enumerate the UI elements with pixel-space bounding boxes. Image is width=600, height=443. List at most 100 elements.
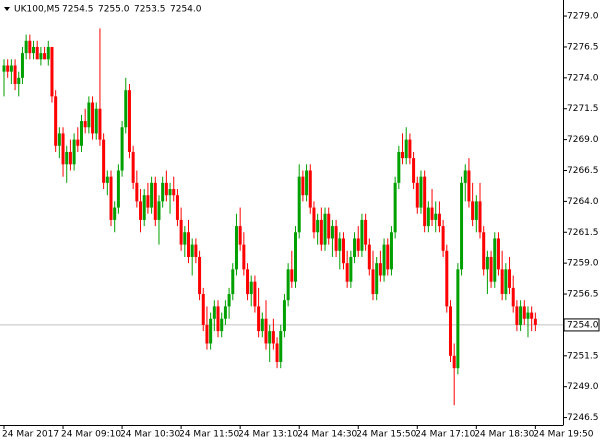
x-tick-label: 24 Mar 10:30 (120, 430, 180, 440)
header-value: 7254.0 (170, 5, 202, 15)
candle-body (482, 232, 486, 270)
x-tick-label: 24 Mar 18:30 (474, 430, 534, 440)
candle-body (39, 53, 43, 60)
candle-body (430, 207, 434, 220)
candle-body (9, 65, 13, 72)
candle-body (172, 189, 176, 196)
price-label: 7254.0 (567, 320, 599, 330)
candle-body (50, 46, 54, 97)
candle-body (120, 127, 124, 171)
y-tick-label: 7249.0 (567, 382, 599, 392)
candle-body (212, 306, 216, 319)
candle-body (150, 182, 154, 208)
y-tick-label: 7256.5 (567, 290, 599, 300)
candle-body (246, 269, 250, 295)
candle-body (2, 65, 6, 72)
candle-body (139, 201, 143, 220)
x-tick-label: 24 Mar 11:50 (179, 430, 239, 440)
candle-body (448, 306, 452, 356)
y-tick-label: 7266.5 (567, 166, 599, 176)
candle-body (238, 226, 242, 245)
candle-body (460, 182, 464, 270)
candle-body (423, 176, 427, 227)
candle-body (216, 306, 220, 332)
candle-body (187, 232, 190, 257)
candle-body (94, 108, 98, 134)
candle-body (519, 306, 523, 325)
candle-body (297, 176, 301, 233)
candle-body (198, 256, 202, 295)
candle-body (164, 182, 168, 196)
candle-body (389, 232, 393, 270)
candle-body (489, 256, 493, 282)
candle-body (209, 318, 213, 344)
candle-body (24, 40, 28, 54)
candle-body (349, 256, 353, 282)
x-tick-label: 24 Mar 09:10 (61, 430, 121, 440)
x-tick-label: 24 Mar 17:10 (415, 430, 475, 440)
candle-body (341, 238, 345, 264)
header-value: 7254.5 (62, 5, 94, 15)
y-tick-label: 7251.5 (567, 351, 599, 361)
y-tick-label: 7246.5 (567, 413, 599, 423)
candle-body (65, 151, 69, 165)
candle-body (146, 195, 150, 208)
candle-body (223, 306, 227, 319)
candle-body (131, 151, 135, 183)
candle-body (500, 269, 504, 295)
x-tick-label: 24 Mar 19:50 (533, 430, 593, 440)
candle-body (279, 331, 283, 362)
candle-body (46, 46, 50, 60)
candle-body (511, 287, 515, 307)
candle-body (334, 226, 338, 251)
candle-body (327, 213, 331, 239)
candle-body (522, 306, 526, 319)
y-tick-label: 7264.0 (567, 197, 599, 207)
candle-body (356, 238, 360, 251)
candle-body (456, 269, 460, 369)
candle-body (286, 269, 290, 301)
candle-body (234, 226, 238, 270)
candle-body (264, 318, 268, 344)
candle-body (467, 170, 471, 202)
candle-body (496, 238, 500, 270)
candle-body (415, 182, 419, 208)
header-value: 7253.5 (134, 5, 166, 15)
candle-body (353, 238, 357, 257)
candle-body (135, 182, 139, 202)
y-tick-label: 7269.0 (567, 135, 599, 145)
y-tick-label: 7259.0 (567, 259, 599, 269)
candle-body (364, 219, 368, 245)
candle-body (87, 102, 91, 128)
candle-body (260, 318, 264, 332)
y-tick-label: 7279.0 (567, 12, 599, 22)
candle-body (175, 195, 179, 220)
x-tick-label: 24 Mar 14:30 (297, 430, 357, 440)
candle-body (397, 151, 401, 183)
candle-body (57, 133, 61, 146)
candle-body (201, 294, 205, 325)
candle-body (168, 189, 172, 196)
candle-body (35, 46, 39, 60)
candle-body (72, 139, 76, 165)
candle-body (13, 65, 17, 85)
candle-body (338, 238, 342, 251)
candle-body (79, 121, 83, 146)
candle-body (386, 244, 390, 270)
candle-body (434, 213, 438, 220)
candle-body (227, 294, 231, 307)
candle-body (157, 201, 161, 220)
menu-arrow[interactable] (4, 7, 10, 11)
candle-body (109, 176, 113, 220)
candle-body (533, 318, 537, 325)
header-values: 7254.5 7255.0 7253.5 7254.0 (62, 5, 202, 15)
candle-body (257, 306, 261, 332)
candle-body (330, 226, 334, 239)
y-tick-label: 7274.0 (567, 73, 599, 83)
candle-body (275, 343, 279, 362)
candle-body (393, 182, 397, 233)
candle-body (194, 244, 198, 257)
candle-body (485, 256, 489, 270)
y-tick-label: 7261.5 (567, 228, 599, 238)
